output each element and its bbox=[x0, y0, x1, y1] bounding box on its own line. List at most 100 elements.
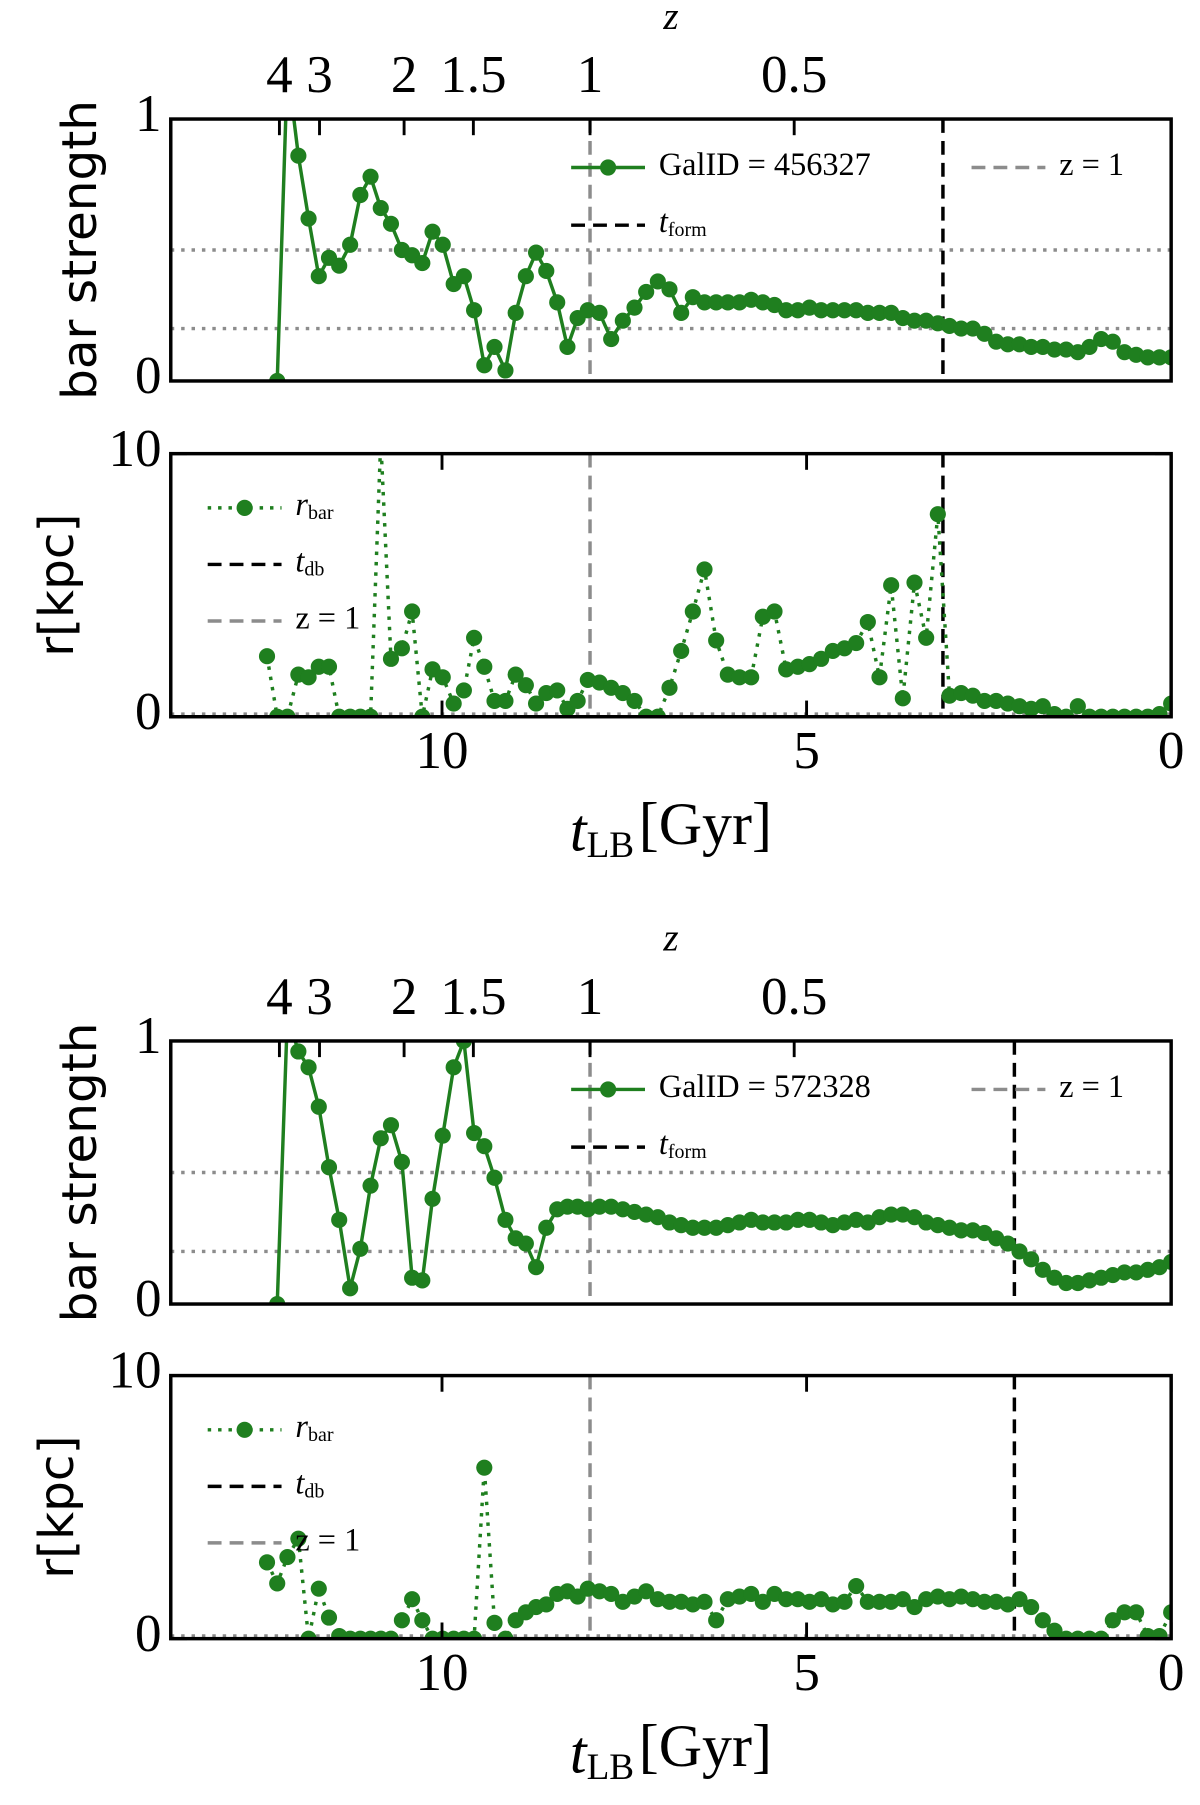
marker bbox=[1093, 1630, 1110, 1639]
marker bbox=[269, 372, 286, 381]
x-axis-label-unit: [Gyr] bbox=[639, 1713, 772, 1779]
y-tick-label: 0 bbox=[135, 683, 162, 741]
marker bbox=[1116, 1264, 1133, 1281]
marker bbox=[754, 1593, 771, 1610]
legend-marker bbox=[600, 1081, 617, 1098]
x-axis-label-symbol: t bbox=[570, 1719, 588, 1785]
legend-label: tform bbox=[659, 1126, 707, 1163]
x-tick-label: 10 bbox=[415, 1644, 468, 1702]
z-tick-label: 4 bbox=[266, 968, 293, 1026]
legend-label: z = 1 bbox=[1059, 1068, 1124, 1104]
marker bbox=[1023, 1251, 1040, 1268]
marker bbox=[696, 294, 713, 311]
legend-marker bbox=[600, 159, 617, 176]
x-axis-label-sub: LB bbox=[587, 1746, 635, 1787]
y-tick-label: 0 bbox=[135, 347, 162, 405]
marker bbox=[352, 1240, 369, 1257]
marker bbox=[404, 603, 421, 620]
marker bbox=[424, 223, 441, 240]
legend: GalID = 572328 z = 1 tform bbox=[571, 1068, 1124, 1163]
marker bbox=[497, 1211, 514, 1228]
marker bbox=[836, 302, 853, 319]
marker bbox=[527, 695, 545, 712]
marker bbox=[258, 648, 276, 665]
marker bbox=[1163, 695, 1172, 712]
marker bbox=[708, 632, 725, 649]
marker bbox=[342, 236, 359, 253]
z-tick-label: 1 bbox=[577, 46, 604, 104]
legend-label-symbol: t bbox=[659, 1126, 669, 1162]
marker bbox=[603, 330, 620, 348]
legend-label-symbol: t bbox=[659, 204, 669, 240]
marker bbox=[1011, 1591, 1028, 1608]
marker bbox=[279, 1549, 296, 1566]
marker bbox=[476, 1459, 493, 1476]
marker bbox=[766, 603, 783, 620]
marker bbox=[434, 1127, 451, 1144]
marker bbox=[414, 708, 431, 717]
marker bbox=[1163, 1253, 1172, 1271]
legend: GalID = 456327 z = 1 tform bbox=[571, 146, 1124, 241]
marker bbox=[1081, 338, 1098, 355]
z-tick-label: 1 bbox=[577, 968, 604, 1026]
series-line bbox=[275, 119, 1172, 381]
marker bbox=[859, 1593, 876, 1610]
z-tick-label: 1.5 bbox=[440, 968, 506, 1026]
marker bbox=[382, 650, 400, 667]
marker bbox=[603, 1585, 620, 1603]
marker bbox=[591, 1198, 608, 1215]
z-axis-label: z bbox=[662, 0, 678, 38]
marker bbox=[1128, 1604, 1145, 1621]
marker bbox=[476, 1138, 493, 1155]
marker bbox=[754, 1214, 771, 1231]
legend-label: tform bbox=[659, 204, 707, 241]
marker bbox=[320, 658, 338, 675]
marker bbox=[1034, 698, 1051, 715]
marker bbox=[517, 677, 534, 694]
marker bbox=[362, 708, 379, 717]
marker bbox=[1151, 349, 1168, 366]
marker bbox=[1058, 708, 1075, 717]
marker bbox=[1163, 1604, 1172, 1621]
x-tick-label: 0 bbox=[1158, 1644, 1185, 1702]
axes-frame bbox=[169, 451, 1173, 719]
marker bbox=[778, 302, 795, 319]
marker bbox=[591, 304, 608, 321]
marker bbox=[661, 281, 678, 298]
legend-label: GalID = 572328 bbox=[659, 1068, 871, 1104]
legend-label-symbol: t bbox=[295, 1465, 305, 1501]
marker bbox=[836, 1593, 853, 1610]
z-tick-label: 2 bbox=[391, 46, 418, 104]
marker bbox=[638, 1583, 655, 1600]
marker bbox=[559, 338, 576, 355]
marker bbox=[497, 362, 514, 379]
marker bbox=[352, 186, 369, 204]
marker bbox=[393, 1153, 410, 1171]
panel: 0 1 4 3 2 1.5 1 0.5 z bar strength GalID = 456327 z… bbox=[52, 0, 1173, 405]
marker bbox=[696, 1219, 713, 1236]
marker bbox=[486, 1614, 503, 1631]
x-axis-label: tLB[Gyr] bbox=[570, 1713, 772, 1788]
marker bbox=[871, 1593, 888, 1610]
marker bbox=[569, 692, 586, 710]
marker bbox=[445, 1059, 462, 1076]
marker bbox=[871, 669, 888, 686]
x-axis-label-symbol: t bbox=[570, 797, 588, 863]
marker bbox=[290, 147, 307, 164]
marker bbox=[320, 1609, 338, 1626]
y-axis-label: r[kpc] bbox=[29, 514, 85, 657]
marker bbox=[848, 634, 865, 652]
marker bbox=[497, 692, 514, 710]
marker bbox=[1151, 1627, 1168, 1639]
legend-label: rbar bbox=[295, 1408, 333, 1445]
marker bbox=[813, 650, 830, 667]
marker bbox=[310, 268, 327, 285]
marker bbox=[871, 304, 888, 321]
marker bbox=[661, 1593, 678, 1610]
marker bbox=[455, 682, 472, 699]
legend-marker bbox=[236, 499, 253, 516]
marker bbox=[290, 1043, 307, 1060]
marker bbox=[538, 1219, 555, 1236]
